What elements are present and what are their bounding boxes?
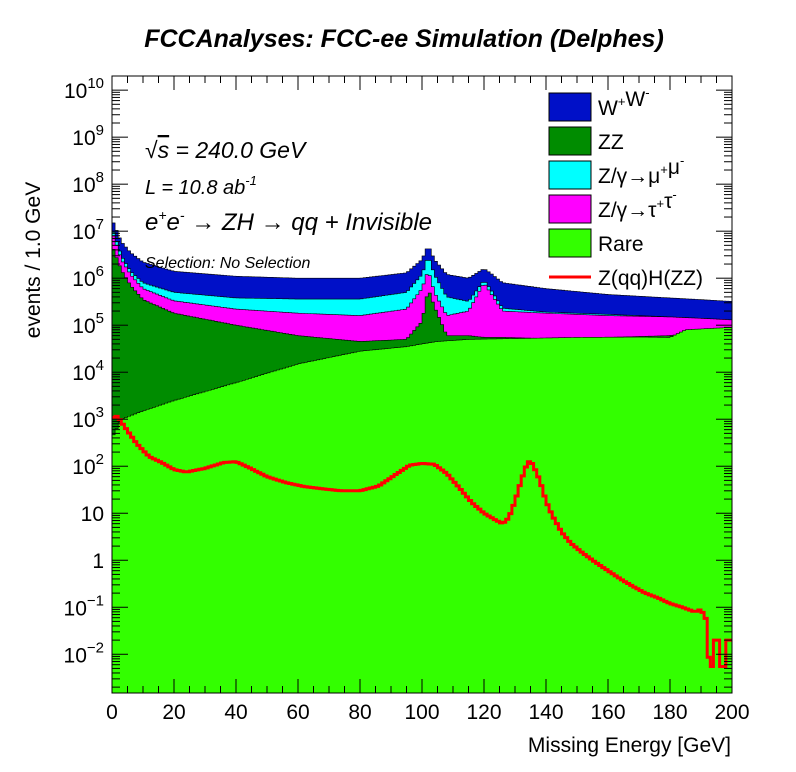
plot-area <box>111 75 733 694</box>
y-tick-label: 105 <box>72 310 104 338</box>
legend-label: Z/γ→μ+μ- <box>598 153 684 188</box>
x-tick-label: 120 <box>466 701 501 724</box>
x-axis: 0 20 40 60 80 100 120 140 160 180 200 <box>106 76 750 724</box>
y-tick-label: 109 <box>72 122 104 150</box>
y-axis-label: events / 1.0 GeV <box>22 182 45 338</box>
x-tick-label: 40 <box>224 701 247 724</box>
legend-swatch <box>548 194 592 224</box>
y-tick-label: 102 <box>72 451 104 479</box>
series-area-rare <box>112 327 732 693</box>
selection-annotation: Selection: No Selection <box>145 255 311 272</box>
legend-swatch <box>548 228 592 258</box>
legend-swatch <box>548 126 592 156</box>
annotations: √s = 240.0 GeV L = 10.8 ab-1 e+e- → ZH →… <box>145 137 432 272</box>
y-tick-label: 1010 <box>64 75 104 103</box>
x-tick-label: 180 <box>652 701 687 724</box>
legend-swatch <box>548 160 592 190</box>
x-tick-label: 100 <box>404 701 439 724</box>
chart-title: FCCAnalyses: FCC-ee Simulation (Delphes) <box>144 25 664 53</box>
y-tick-label: 107 <box>72 216 104 244</box>
x-tick-label: 200 <box>714 701 749 724</box>
legend-swatch <box>548 92 592 122</box>
y-tick-label: 10−1 <box>64 592 104 620</box>
legend-label: Rare <box>598 233 644 256</box>
legend-label: Z/γ→τ+τ- <box>598 187 677 222</box>
x-tick-label: 140 <box>528 701 563 724</box>
legend-label: W+W- <box>598 85 650 120</box>
y-tick-label: 106 <box>72 263 104 291</box>
x-tick-label: 80 <box>348 701 371 724</box>
y-tick-label: 10 <box>81 503 104 526</box>
legend-label: Z(qq)H(ZZ) <box>598 267 703 290</box>
x-tick-label: 20 <box>162 701 185 724</box>
signal-line-group <box>112 414 732 669</box>
y-axis: 10−2 10−1 1 10 102 103 104 105 106 107 108 109 1010 <box>64 75 732 688</box>
series-line-z-qq-h-zz- <box>112 414 732 669</box>
process-annotation: e+e- → ZH → qq + Invisible <box>145 207 432 236</box>
sqrt-s-annotation: √s = 240.0 GeV <box>145 137 308 163</box>
x-tick-label: 60 <box>286 701 309 724</box>
luminosity-annotation: L = 10.8 ab-1 <box>145 173 257 199</box>
x-axis-label: Missing Energy [GeV] <box>528 734 731 757</box>
legend-label: ZZ <box>598 131 624 154</box>
legend: W+W- ZZZ/γ→μ+μ-Z/γ→τ+τ- Rare Z(qq)H(ZZ) <box>548 85 703 290</box>
x-tick-label: 160 <box>590 701 625 724</box>
y-tick-label: 104 <box>72 357 104 385</box>
x-tick-label: 0 <box>106 701 118 724</box>
y-tick-label: 10−2 <box>64 639 104 667</box>
y-tick-label: 1 <box>92 550 104 573</box>
y-tick-label: 108 <box>72 169 104 197</box>
y-tick-label: 103 <box>72 404 104 432</box>
